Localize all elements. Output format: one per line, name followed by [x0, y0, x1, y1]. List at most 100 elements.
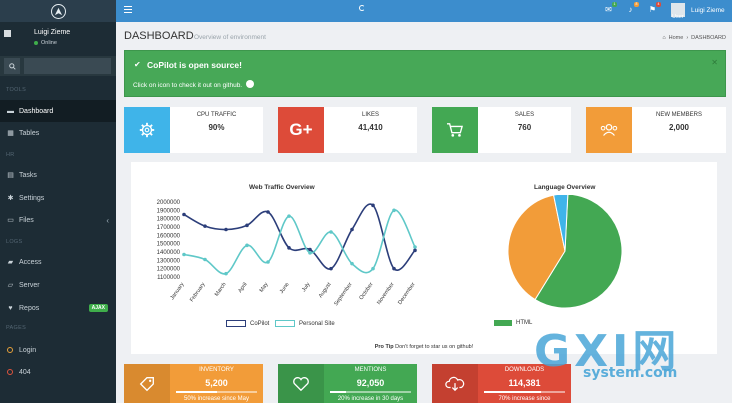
section-hr: HR [6, 152, 15, 158]
card-label: INVENTORY [199, 367, 234, 373]
mail-icon[interactable]: ✉ 1 [605, 2, 617, 14]
bell-icon[interactable]: ♪ 8 [628, 2, 639, 14]
menu-toggle-icon[interactable] [124, 6, 132, 13]
section-tools: TOOLS [6, 87, 27, 93]
card-value: 5,200 [205, 378, 228, 388]
close-icon[interactable]: ✕ [711, 58, 718, 67]
search-button[interactable] [4, 58, 20, 74]
data-point[interactable] [413, 245, 417, 249]
y-tick-label: 1400000 [157, 250, 181, 256]
sidebar-item-login[interactable]: Login [0, 339, 116, 361]
x-tick-label: December [397, 282, 417, 306]
access-icon: ▰ [7, 259, 14, 266]
x-tick-label: February [189, 282, 207, 304]
search-input[interactable] [24, 58, 111, 74]
data-point[interactable] [245, 243, 249, 248]
pie-slice[interactable] [553, 195, 569, 252]
data-point[interactable] [203, 224, 207, 228]
breadcrumb-home[interactable]: Home [668, 35, 684, 41]
data-point[interactable] [308, 247, 312, 252]
data-point[interactable] [329, 230, 333, 234]
watermark-text: system.com [583, 365, 678, 381]
stat-value: 760 [517, 123, 532, 132]
series-line [183, 209, 416, 275]
pie-chart-title: Language Overview [534, 184, 596, 191]
sidebar-item-settings[interactable]: ✱ Settings [7, 194, 45, 203]
y-tick-label: 1700000 [157, 225, 181, 231]
y-tick-label: 1500000 [157, 242, 181, 248]
pie-slice[interactable] [507, 195, 566, 301]
data-point[interactable] [266, 210, 270, 214]
sidebar-item-access[interactable]: ▰ Access [7, 258, 42, 267]
data-point[interactable] [224, 271, 228, 276]
y-tick-label: 1600000 [157, 233, 181, 239]
progress-fill [330, 391, 347, 393]
flag-icon[interactable]: ⚑ 4 [648, 2, 661, 14]
y-tick-label: 1800000 [157, 217, 181, 223]
section-pages: PAGES [6, 325, 27, 331]
user-avatar-label: User [672, 14, 684, 20]
data-point[interactable] [413, 248, 417, 253]
data-point[interactable] [203, 257, 207, 262]
user-panel: Luigi Zieme Online [0, 22, 116, 52]
chevron-left-icon: ‹ [106, 215, 109, 225]
stat-card-likes: G+ LIKES 41,410 [278, 107, 417, 153]
ajax-badge: AJAX [88, 304, 108, 312]
stat-value: 90% [208, 123, 225, 132]
legend-item-copilot[interactable]: CoPilot [226, 320, 269, 327]
card-value: 114,381 [508, 378, 541, 388]
dashboard-icon: ▬ [7, 107, 14, 115]
gear-icon: ✱ [7, 195, 14, 202]
x-tick-label: November [376, 282, 396, 306]
folder-icon: ▭ [7, 217, 14, 224]
data-point[interactable] [329, 266, 333, 271]
card-desc: 50% increase since May [183, 396, 250, 402]
line-chart: 2000000 1900000 1800000 1700000 1600000 15000… [157, 200, 417, 307]
y-tick-label: 2000000 [157, 200, 181, 206]
circle-icon [7, 347, 13, 353]
stat-label: SALES [514, 112, 535, 118]
data-point[interactable] [350, 227, 354, 232]
sidebar-item-files[interactable]: ▭ Files ‹ [7, 215, 109, 225]
progress-bar [330, 391, 411, 393]
progress-fill [176, 391, 217, 393]
data-point[interactable] [350, 261, 354, 266]
data-point[interactable] [287, 246, 291, 250]
tasks-icon: ▤ [7, 172, 14, 179]
legend-swatch [494, 320, 512, 326]
sidebar-item-tasks[interactable]: ▤ Tasks [7, 171, 37, 180]
data-point[interactable] [245, 223, 249, 228]
y-tick-label: 1900000 [157, 208, 181, 214]
data-point[interactable] [224, 227, 228, 232]
data-point[interactable] [392, 208, 396, 213]
data-point[interactable] [266, 260, 270, 264]
home-icon: ⌂ [662, 35, 666, 41]
sidebar-item-dashboard[interactable]: ▬ Dashboard [0, 100, 116, 122]
data-point[interactable] [182, 252, 186, 257]
sidebar-item-server[interactable]: ▱ Server [7, 281, 40, 290]
x-tick-label: July [301, 282, 312, 294]
data-point[interactable] [182, 212, 186, 217]
x-tick-label: January [169, 282, 185, 302]
legend-item-html[interactable]: HTML [494, 320, 532, 326]
x-tick-label: April [237, 282, 248, 294]
logo-icon[interactable] [50, 3, 66, 19]
user-avatar[interactable] [671, 3, 685, 17]
data-point[interactable] [371, 203, 375, 208]
github-icon[interactable] [245, 80, 254, 88]
sidebar-item-repos[interactable]: ♥ Repos AJAX [0, 297, 116, 319]
breadcrumb-current: DASHBOARD [691, 35, 726, 41]
bottom-card-mentions: MENTIONS 92,050 20% increase in 30 days [278, 364, 417, 403]
sidebar-item-tables[interactable]: ▦ Tables [7, 129, 40, 138]
legend-item-personal-site[interactable]: Personal Site [275, 320, 335, 327]
x-tick-label: May [259, 282, 270, 294]
sidebar-item-404[interactable]: 404 [0, 361, 116, 383]
data-point[interactable] [392, 266, 396, 271]
legend-swatch [226, 320, 246, 327]
data-point[interactable] [308, 251, 312, 255]
data-point[interactable] [287, 214, 291, 218]
data-point[interactable] [371, 266, 375, 271]
pie-slice[interactable] [534, 195, 623, 309]
topbar-user-name[interactable]: Luigi Zieme [691, 7, 725, 14]
breadcrumb: ⌂ Home › DASHBOARD [662, 35, 726, 41]
